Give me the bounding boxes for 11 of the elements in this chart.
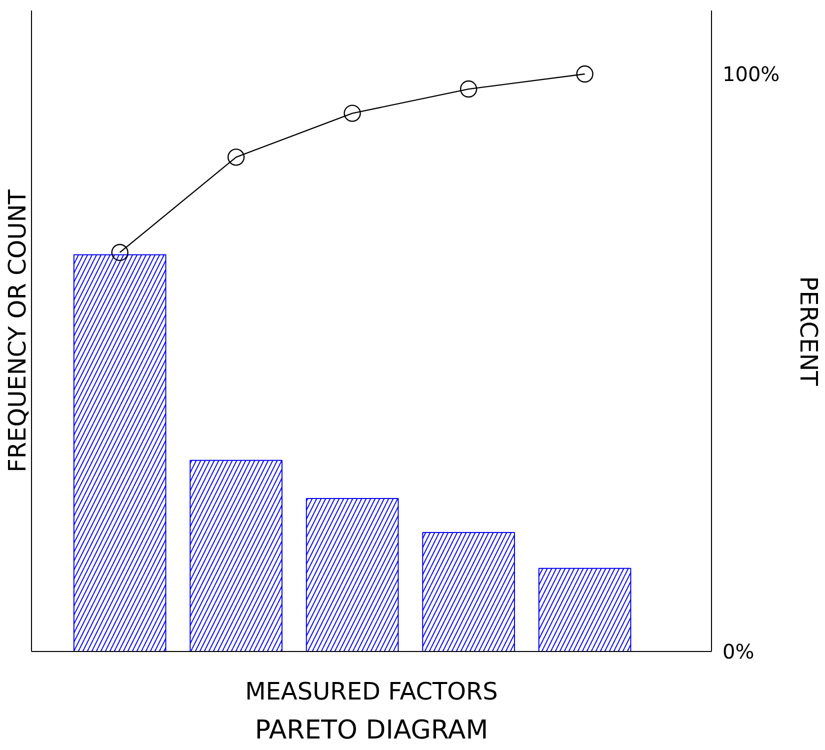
point	[111, 244, 128, 262]
point	[460, 80, 478, 98]
point	[227, 148, 245, 166]
y-axis-title: FREQUENCY OR COUNT	[4, 189, 32, 472]
x-axis-title: MEASURED FACTORS	[245, 678, 498, 706]
point	[576, 65, 594, 83]
y-tick-label: 0%	[722, 640, 754, 664]
point	[344, 104, 361, 122]
y2-axis-title: PERCENT	[794, 276, 823, 386]
y-tick-label: 100%	[722, 62, 780, 86]
text: PARETO DIAGRAM	[254, 716, 488, 746]
